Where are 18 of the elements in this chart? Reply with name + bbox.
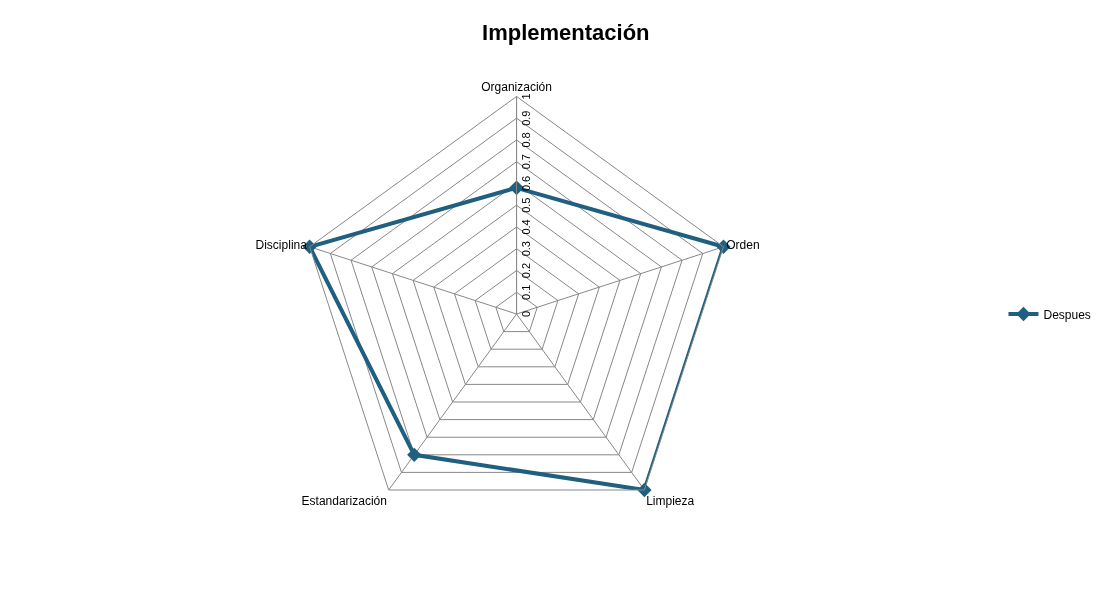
- y-tick-label: 0.5: [520, 197, 533, 213]
- legend-label: Despues: [1043, 307, 1091, 322]
- spoke-label: Orden: [726, 238, 760, 253]
- y-tick-label: 0: [520, 310, 533, 318]
- chart-title: Implementación: [482, 19, 650, 45]
- y-tick-label: 0.8: [520, 132, 533, 148]
- spoke-label: Limpieza: [646, 493, 695, 508]
- y-tick-label: 0.1: [520, 284, 533, 300]
- y-tick-label: 0.6: [520, 175, 533, 192]
- y-tick-label: 0.2: [520, 262, 533, 279]
- spoke-label: Estandarización: [301, 493, 387, 508]
- y-tick-label: 0.3: [520, 241, 533, 257]
- y-tick-label: 0.7: [520, 154, 533, 170]
- y-tick-label: 1: [520, 93, 533, 100]
- spoke-label: Organización: [481, 80, 552, 95]
- y-tick-label: 0.4: [520, 219, 533, 235]
- spoke-label: Disciplina: [255, 238, 308, 253]
- y-tick-label: 0.9: [520, 110, 533, 126]
